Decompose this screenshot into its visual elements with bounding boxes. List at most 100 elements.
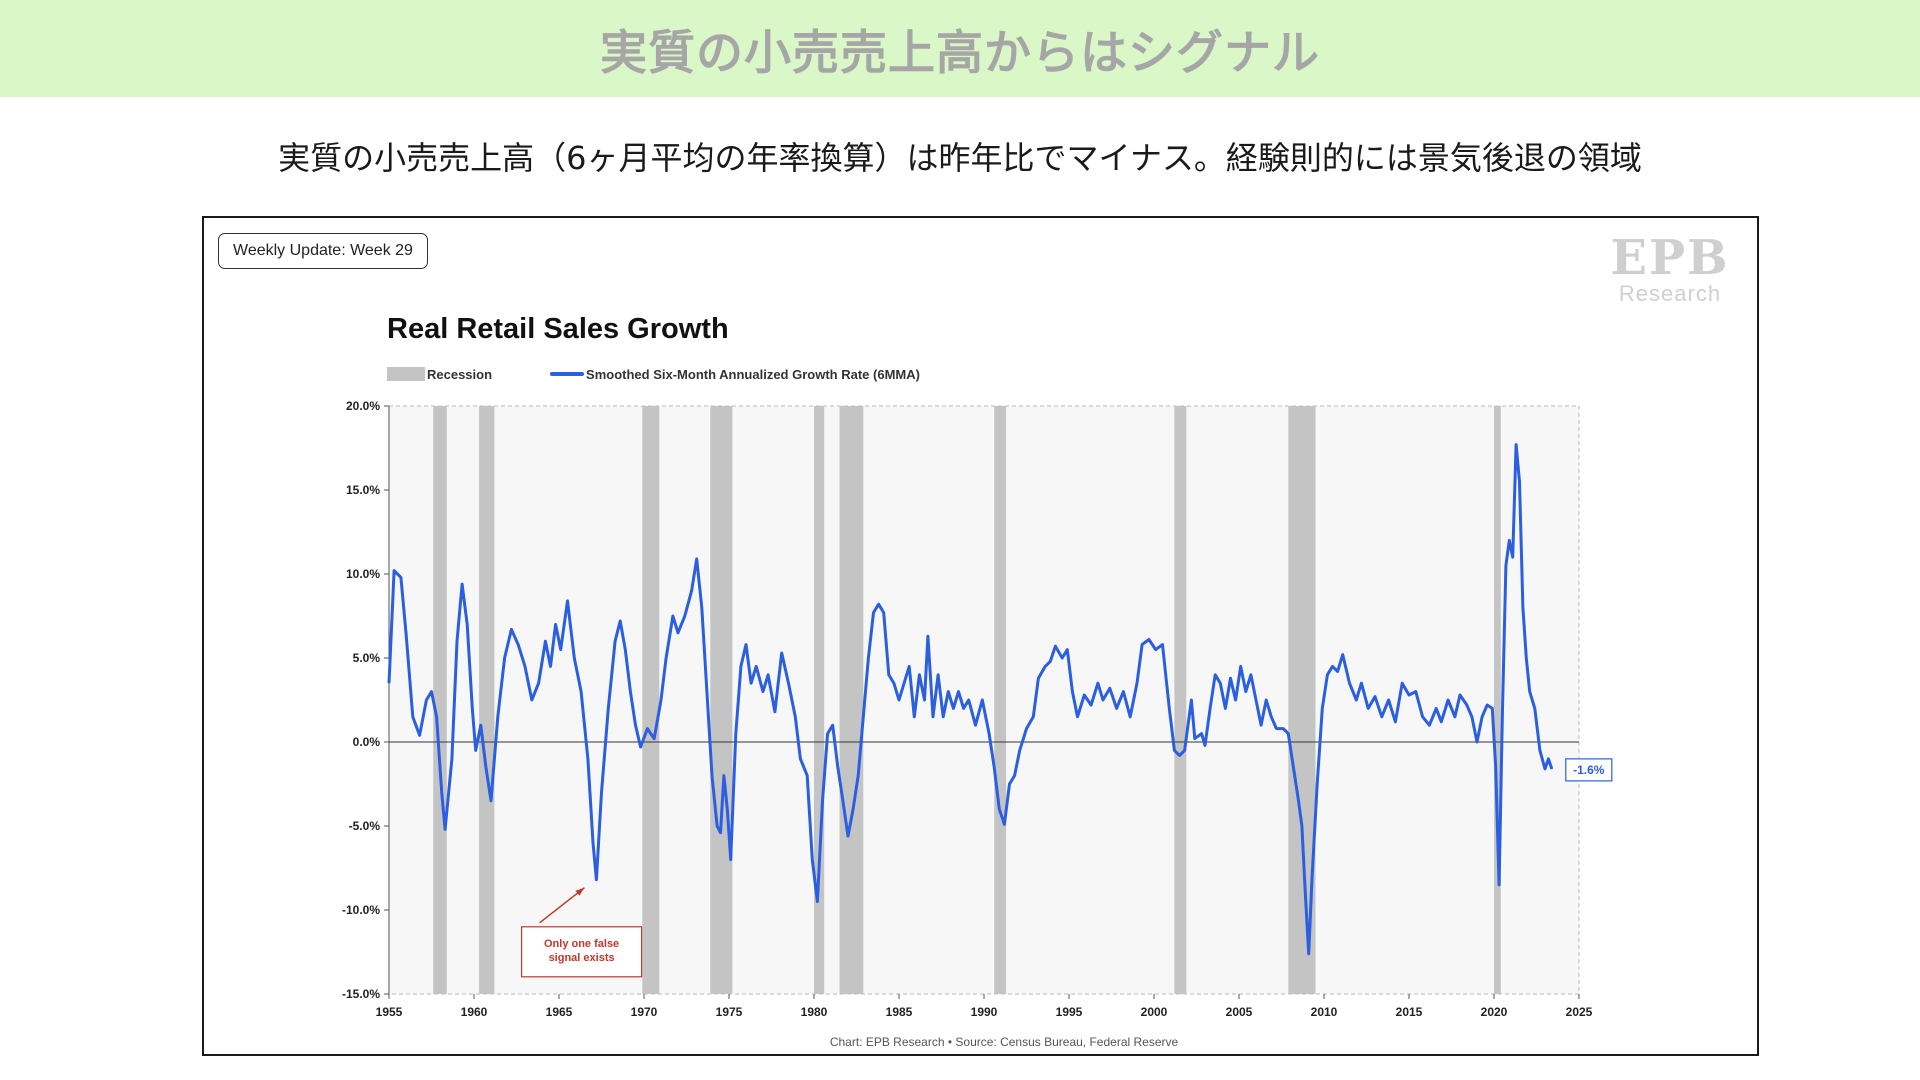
series-point xyxy=(762,691,764,693)
series-point xyxy=(952,707,955,709)
series-point xyxy=(750,682,752,684)
series-point xyxy=(1019,749,1021,752)
series-point xyxy=(774,711,776,713)
series-point xyxy=(1292,766,1294,768)
series-point xyxy=(1003,823,1006,825)
series-point xyxy=(701,607,703,609)
series-point xyxy=(1214,674,1216,676)
annotation-box xyxy=(521,926,643,978)
recession-band xyxy=(642,406,660,994)
series-point xyxy=(600,791,603,794)
recession-band xyxy=(710,406,733,994)
series-point xyxy=(1422,716,1424,718)
series-point xyxy=(1415,691,1417,693)
series-point xyxy=(517,644,519,646)
legend-item-recession: Recession xyxy=(387,367,492,382)
series-point xyxy=(1190,699,1192,701)
x-tick-label: 1985 xyxy=(886,1005,913,1019)
series-point xyxy=(1471,716,1473,718)
series-point xyxy=(857,775,859,777)
series-point xyxy=(1342,654,1344,656)
series-point xyxy=(908,665,910,667)
series-point xyxy=(888,674,890,676)
y-tick-label: -15.0% xyxy=(342,987,380,1001)
series-point xyxy=(614,640,616,642)
series-point xyxy=(1083,694,1085,696)
y-tick-label: -5.0% xyxy=(349,819,381,833)
series-point xyxy=(1255,699,1257,701)
series-point xyxy=(1388,699,1390,701)
series-point xyxy=(595,879,597,881)
series-point xyxy=(475,749,477,752)
series-point xyxy=(1109,687,1111,689)
series-point xyxy=(1515,444,1517,446)
series-point xyxy=(1194,738,1196,740)
series-point xyxy=(1525,657,1527,659)
series-point xyxy=(898,699,900,701)
series-point xyxy=(405,632,407,634)
series-point xyxy=(1136,682,1138,684)
series-point xyxy=(1522,607,1524,609)
chart-legend: Recession Smoothed Six-Month Annualized … xyxy=(387,365,978,383)
slide-subtitle: 実質の小売売上高（6ヶ月平均の年率換算）は昨年比でマイナス。経験則的には景気後退… xyxy=(278,139,1642,177)
series-point xyxy=(1054,645,1056,647)
series-point xyxy=(640,746,642,748)
x-tick-label: 1995 xyxy=(1056,1005,1083,1019)
series-point xyxy=(1534,707,1536,709)
series-point xyxy=(832,724,834,726)
series-point xyxy=(942,716,944,718)
series-point xyxy=(1049,660,1051,662)
series-point xyxy=(740,665,742,667)
series-point xyxy=(1498,884,1500,886)
series-point xyxy=(1408,694,1410,696)
series-point xyxy=(947,691,949,693)
series-point xyxy=(412,716,414,718)
weekly-update-badge: Weekly Update: Week 29 xyxy=(218,233,428,269)
series-point xyxy=(827,733,829,735)
x-tick-label: 1975 xyxy=(716,1005,743,1019)
x-tick-label: 2020 xyxy=(1481,1005,1508,1019)
series-point xyxy=(1187,724,1189,726)
series-point xyxy=(806,775,808,777)
recession-band xyxy=(814,406,825,994)
series-point xyxy=(1481,716,1483,718)
series-point xyxy=(998,808,1000,810)
y-tick-label: -10.0% xyxy=(342,903,380,917)
recession-band xyxy=(1174,406,1187,994)
series-point xyxy=(852,808,854,810)
series-point xyxy=(1529,691,1531,693)
series-point xyxy=(592,842,594,844)
series-point xyxy=(660,699,662,701)
legend-label-recession: Recession xyxy=(427,366,493,382)
series-point xyxy=(968,699,970,701)
series-point xyxy=(1260,724,1262,726)
x-tick-label: 1960 xyxy=(461,1005,488,1019)
series-point xyxy=(918,674,921,676)
series-point xyxy=(480,724,482,726)
series-point xyxy=(1282,728,1284,730)
series-point xyxy=(1265,699,1267,701)
last-value-label: -1.6% xyxy=(1573,763,1605,777)
y-tick-label: 0.0% xyxy=(353,735,381,749)
series-point xyxy=(816,901,819,903)
series-point xyxy=(937,674,939,676)
series-point xyxy=(1044,665,1046,667)
series-point xyxy=(466,623,468,625)
series-point xyxy=(1394,721,1396,723)
series-point xyxy=(872,612,875,614)
y-tick-label: 20.0% xyxy=(346,399,380,413)
series-point xyxy=(1518,481,1521,483)
series-point xyxy=(1240,665,1242,667)
series-point xyxy=(883,612,885,614)
series-point xyxy=(1316,783,1318,785)
series-point xyxy=(963,707,965,709)
series-point xyxy=(1304,892,1306,894)
series-point xyxy=(1250,674,1252,676)
series-point xyxy=(400,576,402,578)
logo-mark: EPB xyxy=(1610,230,1730,286)
series-point xyxy=(745,644,747,646)
series-point xyxy=(1308,953,1310,955)
series-point xyxy=(1141,644,1143,646)
series-point xyxy=(837,766,839,768)
x-tick-label: 1990 xyxy=(971,1005,998,1019)
